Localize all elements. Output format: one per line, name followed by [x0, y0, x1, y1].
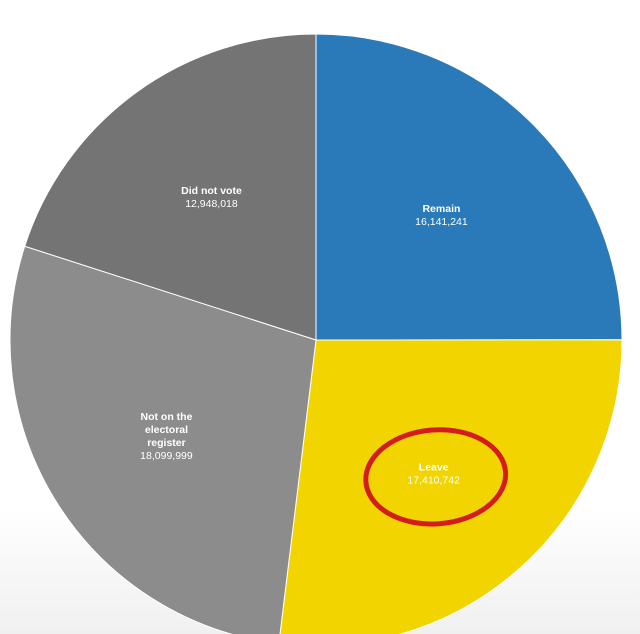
pie-slice-not-on-the-electoral-register	[9, 245, 317, 634]
slice-value-not-on-the-electoral-register: 18,099,999	[140, 450, 193, 462]
slice-value-did-not-vote: 12,948,018	[185, 198, 238, 210]
slice-label-name-line: register	[147, 437, 186, 449]
slice-label-name-line: Did not vote	[181, 185, 242, 197]
slice-label-name-line: Remain	[422, 203, 460, 215]
slice-value-leave: 17,410,742	[407, 474, 460, 486]
slice-value-remain: 16,141,241	[415, 216, 468, 228]
slice-label-name-line: electoral	[145, 424, 188, 436]
pie-slice-remain	[315, 33, 623, 341]
highlight-circle	[363, 427, 509, 527]
pie-slice-leave	[279, 339, 623, 634]
slices-layer	[9, 33, 623, 634]
slice-label-name-line: Not on the	[141, 411, 193, 423]
pie-slice-did-not-vote	[24, 33, 317, 341]
highlight-layer	[363, 427, 509, 527]
slice-label-name-line: Leave	[419, 461, 449, 473]
